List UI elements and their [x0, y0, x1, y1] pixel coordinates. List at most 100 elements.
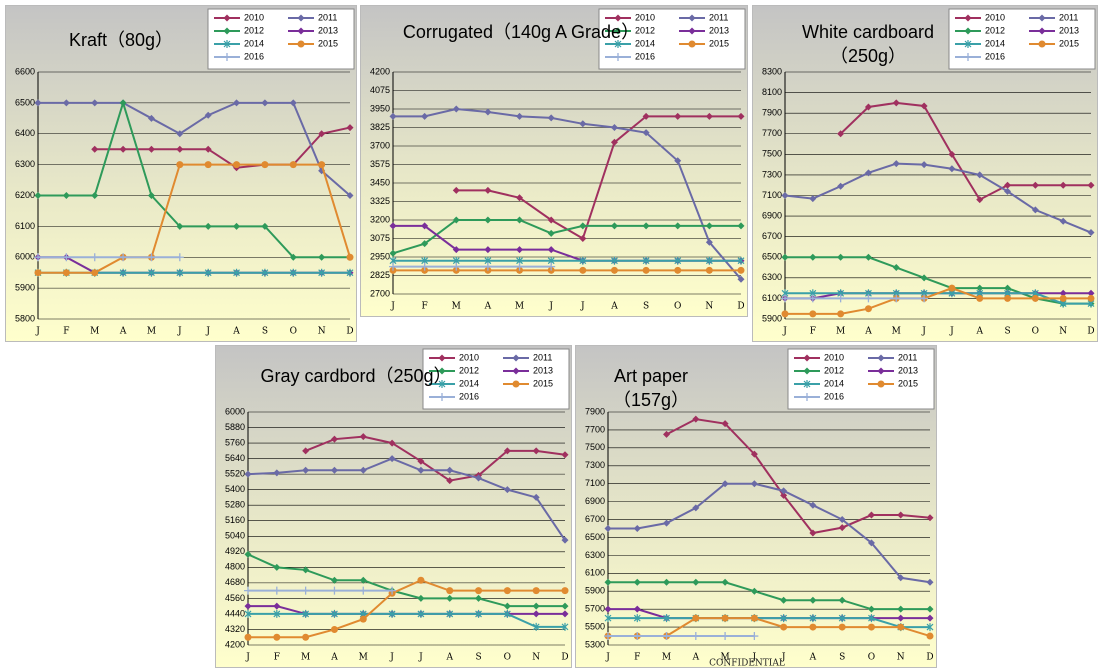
marker	[119, 99, 127, 107]
marker	[780, 491, 788, 499]
y-tick-label: 6300	[585, 550, 605, 560]
marker	[579, 222, 587, 230]
marker	[864, 253, 872, 261]
marker	[781, 294, 789, 303]
x-tick-label: J	[752, 653, 757, 663]
marker	[663, 614, 670, 623]
marker	[532, 587, 540, 595]
marker	[864, 103, 872, 111]
marker	[838, 596, 846, 604]
marker	[705, 222, 713, 230]
x-tick-label: A	[330, 653, 338, 663]
marker	[561, 622, 569, 631]
marker	[318, 161, 326, 169]
marker	[721, 578, 729, 586]
y-tick-label: 4075	[370, 85, 390, 95]
series	[389, 216, 745, 257]
marker	[892, 294, 901, 303]
marker	[446, 594, 454, 602]
marker	[346, 192, 354, 199]
marker	[674, 157, 682, 165]
y-tick-label: 6300	[762, 272, 782, 282]
legend-label: 2012	[244, 25, 264, 35]
marker	[803, 354, 811, 362]
x-tick-label: M	[720, 653, 729, 663]
y-tick-label: 6000	[15, 252, 35, 262]
marker	[388, 586, 397, 595]
y-tick-label: 6100	[762, 293, 782, 303]
marker	[516, 194, 524, 202]
marker	[421, 222, 429, 230]
x-tick-label: D	[346, 327, 353, 337]
marker	[892, 264, 900, 272]
x-tick-label: M	[515, 302, 524, 312]
y-tick-label: 5640	[225, 453, 245, 463]
marker	[446, 587, 454, 595]
marker	[633, 605, 641, 613]
marker	[512, 380, 520, 388]
x-tick-label: S	[1004, 327, 1010, 337]
marker	[516, 246, 524, 254]
marker	[864, 169, 872, 177]
marker	[346, 268, 354, 277]
marker	[388, 439, 396, 447]
y-tick-label: 6900	[585, 496, 605, 506]
series	[244, 550, 569, 610]
marker	[452, 105, 460, 113]
marker	[877, 354, 885, 362]
x-tick-label: A	[610, 302, 618, 312]
marker	[674, 222, 682, 230]
marker	[452, 262, 461, 271]
marker	[897, 605, 905, 613]
legend-label: 2012	[985, 25, 1005, 35]
y-tick-label: 4320	[225, 624, 245, 634]
marker	[837, 182, 845, 190]
marker	[223, 40, 231, 48]
series	[604, 605, 934, 622]
legend-label: 2013	[898, 365, 918, 375]
marker	[642, 112, 650, 120]
series-line	[38, 99, 350, 259]
marker	[318, 268, 326, 277]
series	[244, 602, 569, 618]
y-tick-label: 5160	[225, 515, 245, 525]
chart: 5800 5900 6000 6100 6200 6300 6400 6500 6600 J F M A…	[15, 8, 355, 337]
marker	[1031, 181, 1039, 189]
x-tick-label: J	[782, 327, 787, 337]
legend-label: 2014	[824, 378, 844, 388]
series-line	[248, 612, 565, 628]
legend-label: 2013	[1059, 25, 1079, 35]
marker	[633, 578, 641, 586]
marker	[809, 253, 817, 261]
y-tick-label: 3575	[370, 159, 390, 169]
marker	[417, 594, 425, 602]
series-line	[608, 482, 931, 584]
marker	[1004, 284, 1012, 292]
marker	[926, 632, 934, 640]
marker	[1038, 14, 1046, 22]
x-tick-label: A	[119, 327, 127, 337]
marker	[781, 253, 789, 261]
marker	[604, 632, 612, 641]
marker	[721, 614, 729, 622]
legend-label: 2010	[459, 352, 479, 362]
marker	[446, 477, 454, 485]
y-tick-label: 7500	[585, 442, 605, 452]
x-tick-label: A	[975, 327, 983, 337]
x-tick-label: D	[926, 653, 933, 663]
legend-label: 2014	[459, 378, 479, 388]
marker	[484, 108, 492, 116]
marker	[561, 610, 569, 618]
marker	[642, 266, 650, 274]
marker	[803, 367, 811, 375]
legend-label: 2013	[533, 365, 553, 375]
marker	[920, 274, 928, 282]
marker	[737, 222, 745, 230]
marker	[920, 102, 928, 110]
y-tick-label: 5400	[225, 484, 245, 494]
x-tick-label: S	[475, 653, 481, 663]
x-tick-label: M	[892, 327, 901, 337]
chart-title: Corrugated（140g A Grade）	[402, 22, 640, 42]
marker	[483, 262, 492, 271]
